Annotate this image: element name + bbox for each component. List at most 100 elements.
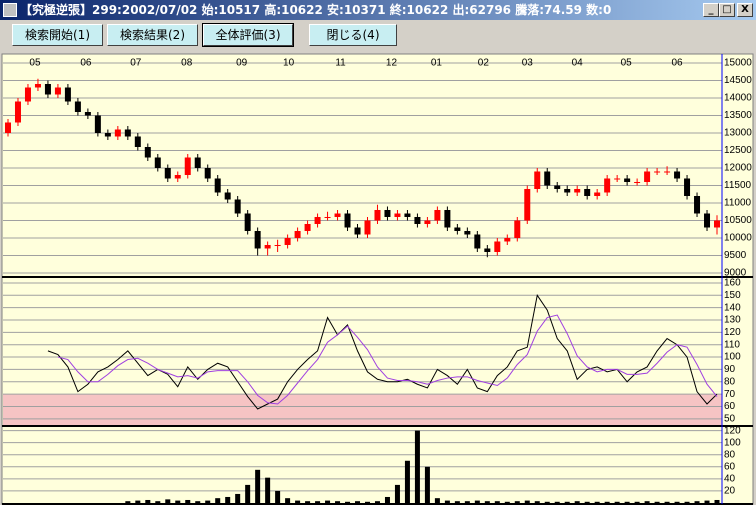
volume-bar: [245, 484, 251, 503]
volume-bar: [594, 501, 600, 503]
candle-body: [504, 237, 511, 242]
candle-body: [424, 220, 431, 224]
y-tick-label: 100: [724, 437, 741, 448]
volume-bar: [454, 501, 460, 503]
candle-body: [114, 129, 121, 137]
close-window-button[interactable]: X: [737, 3, 753, 17]
candle-body: [294, 230, 301, 238]
search-start-button[interactable]: 検索開始(1): [12, 24, 103, 46]
candle-body: [474, 234, 481, 249]
y-tick-label: 12500: [724, 145, 752, 156]
volume-bar: [704, 500, 710, 503]
volume-bar: [534, 501, 540, 503]
volume-bar: [265, 477, 271, 503]
volume-bar: [504, 501, 510, 503]
candle-body: [574, 188, 581, 193]
volume-bar: [644, 501, 650, 503]
y-tick-label: 9500: [724, 250, 747, 261]
candle-body: [274, 244, 281, 246]
candle-body: [164, 167, 171, 179]
candle-body: [674, 171, 681, 179]
candle-body: [384, 209, 391, 217]
maximize-button[interactable]: □: [719, 3, 735, 17]
volume-bar: [205, 500, 211, 503]
y-tick-label: 120: [724, 425, 741, 436]
candle-body: [244, 213, 251, 231]
volume-bar: [325, 500, 331, 503]
candle-body: [134, 136, 141, 147]
candle-body: [234, 199, 241, 214]
close-button[interactable]: 閉じる(4): [309, 24, 397, 46]
candle-body: [464, 230, 471, 235]
candle-body: [254, 230, 261, 249]
candle-body: [124, 129, 131, 137]
y-tick-label: 50: [724, 413, 736, 424]
candle-body: [354, 227, 361, 235]
candle-body: [304, 223, 311, 231]
volume-bar: [175, 500, 181, 503]
candle-body: [544, 171, 551, 186]
y-tick-label: 60: [724, 461, 736, 472]
candle-body: [524, 188, 531, 221]
candle-body: [64, 87, 71, 102]
y-tick-label: 110: [724, 339, 740, 350]
x-tick-label: 02: [478, 58, 490, 69]
candle-body: [644, 171, 651, 182]
volume-bar: [355, 501, 361, 503]
volume-bar: [305, 501, 311, 503]
y-tick-label: 13500: [724, 110, 752, 121]
volume-bar: [494, 501, 500, 503]
x-tick-label: 05: [29, 58, 41, 69]
candle-body: [554, 185, 561, 189]
volume-bar: [275, 490, 281, 503]
volume-bar: [574, 501, 580, 503]
candle-body: [624, 178, 631, 182]
y-tick-label: 15000: [724, 58, 752, 69]
y-tick-label: 120: [724, 327, 741, 338]
candle-body: [314, 216, 321, 224]
search-result-button[interactable]: 検索結果(2): [107, 24, 198, 46]
volume-bar: [554, 501, 560, 503]
volume-bar: [464, 501, 470, 503]
y-tick-label: 40: [724, 474, 736, 485]
x-tick-label: 11: [335, 58, 346, 69]
candle-body: [514, 220, 521, 238]
volume-bar: [235, 493, 241, 503]
volume-bar: [195, 501, 201, 503]
volume-bar: [694, 501, 700, 503]
candle-body: [14, 101, 21, 123]
volume-bar: [524, 500, 530, 503]
volume-bar: [684, 501, 690, 503]
candle-body: [154, 157, 161, 168]
candle-body: [184, 157, 191, 175]
candle-body: [34, 83, 41, 88]
volume-bar: [604, 501, 610, 503]
x-tick-label: 07: [130, 58, 142, 69]
window-title: 【究極逆張】299:2002/07/02 始:10517 高:10622 安:1…: [20, 3, 612, 17]
volume-bar: [374, 501, 380, 503]
minimize-button[interactable]: _: [703, 3, 719, 17]
y-tick-label: 130: [724, 315, 741, 326]
candle-body: [404, 213, 411, 217]
candle-body: [584, 188, 591, 196]
volume-bar: [714, 499, 720, 503]
x-tick-label: 06: [80, 58, 92, 69]
chart-background: [1, 53, 754, 505]
candle-body: [484, 248, 491, 252]
volume-bar: [315, 501, 321, 503]
volume-bar: [674, 501, 680, 503]
candle-body: [364, 220, 371, 235]
y-tick-label: 10500: [724, 215, 752, 226]
oscillator-line: [57, 314, 718, 405]
overall-eval-button[interactable]: 全体評価(3): [202, 23, 294, 47]
x-tick-label: 01: [431, 58, 443, 69]
volume-bar: [364, 501, 370, 503]
volume-bar: [584, 501, 590, 503]
volume-bar: [434, 498, 440, 503]
volume-bar: [285, 498, 291, 503]
candle-body: [144, 146, 151, 158]
volume-bar: [614, 501, 620, 503]
y-tick-label: 11500: [724, 180, 752, 191]
y-tick-label: 14000: [724, 93, 752, 104]
